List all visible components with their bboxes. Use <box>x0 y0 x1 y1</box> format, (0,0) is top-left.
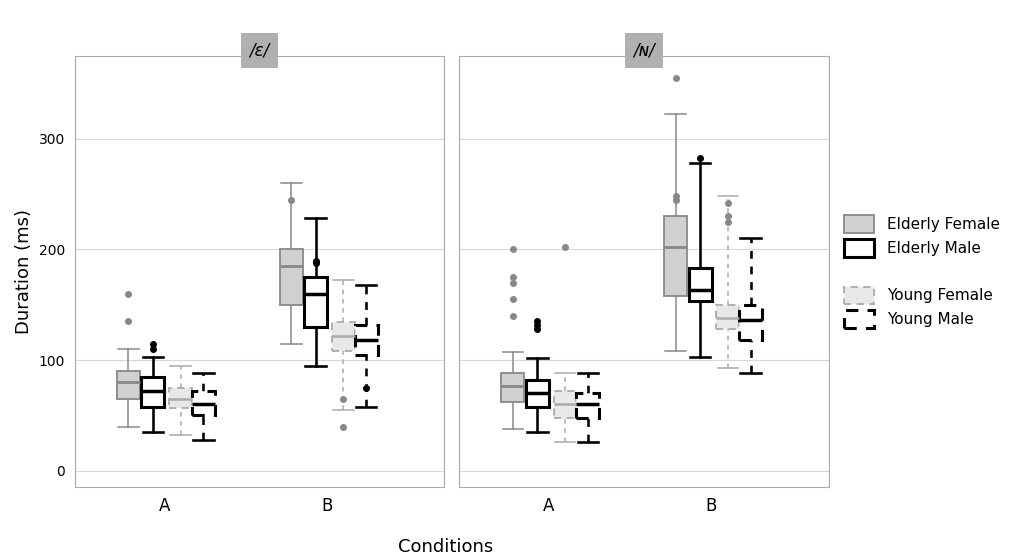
Bar <box>576 393 599 417</box>
Bar <box>553 391 576 417</box>
Bar <box>689 268 712 301</box>
Text: Conditions: Conditions <box>398 538 493 556</box>
Bar <box>664 217 687 296</box>
Bar <box>169 388 192 408</box>
Title: /ε/: /ε/ <box>250 42 269 60</box>
Bar <box>332 323 354 352</box>
Text: /ε/: /ε/ <box>250 38 269 56</box>
Bar <box>117 371 140 399</box>
Title: /ɴ/: /ɴ/ <box>633 42 655 60</box>
Bar <box>354 325 377 354</box>
Bar <box>280 249 303 305</box>
Bar <box>501 373 524 402</box>
Bar <box>142 377 165 407</box>
Bar <box>717 305 740 329</box>
Text: /ɴ/: /ɴ/ <box>633 38 655 56</box>
Bar <box>305 277 327 327</box>
Legend: Elderly Female, Elderly Male, , Young Female, Young Male: Elderly Female, Elderly Male, , Young Fe… <box>844 215 1000 328</box>
Bar <box>192 391 214 416</box>
Bar <box>526 380 549 407</box>
Bar <box>740 305 762 340</box>
Y-axis label: Duration (ms): Duration (ms) <box>15 209 33 334</box>
